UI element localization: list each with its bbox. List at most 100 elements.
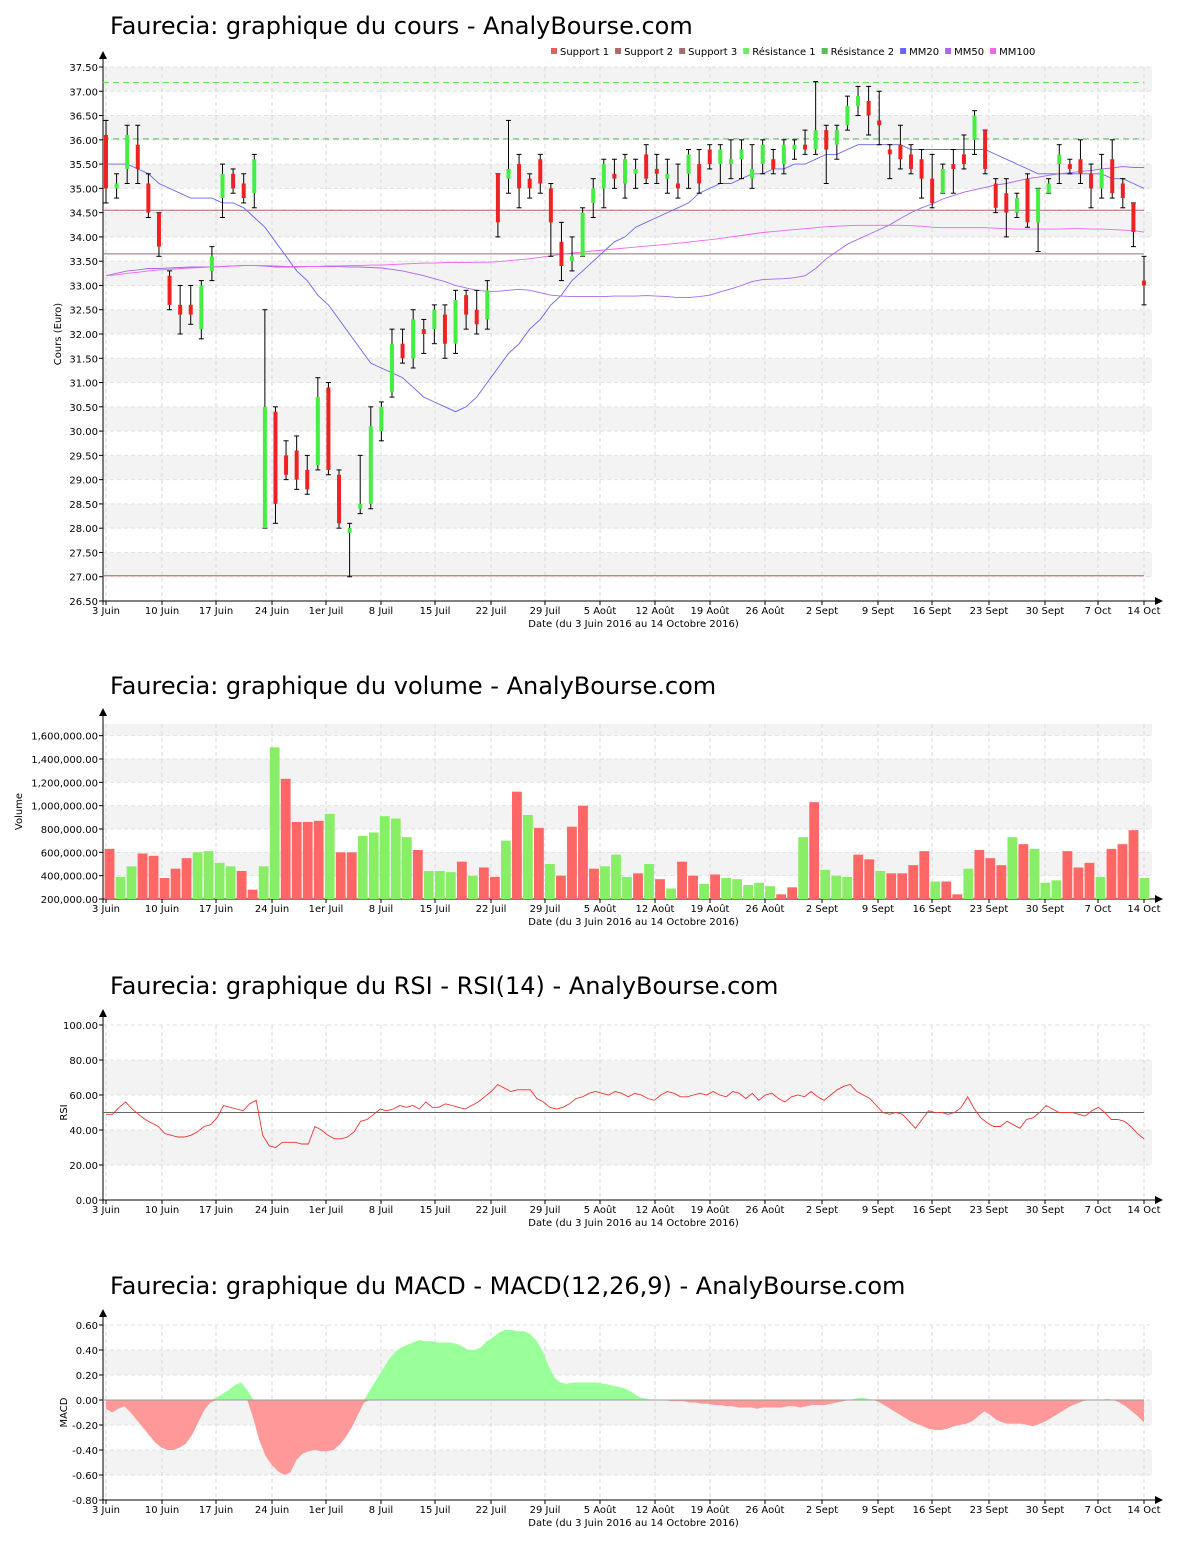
candle-body [803, 144, 808, 150]
candle [1099, 153, 1105, 199]
candle [643, 144, 649, 185]
volume-bar [170, 868, 181, 899]
candle-body [718, 149, 723, 165]
candle [135, 124, 141, 185]
candle-body [125, 134, 130, 169]
x-tick-label: 17 Juin [199, 606, 233, 617]
grid-band [103, 212, 1152, 237]
x-tick-label: 30 Sept [1026, 606, 1065, 617]
volume-bar [1095, 876, 1106, 899]
volume-bar [853, 854, 864, 899]
candle-body [104, 134, 108, 189]
y-axis-label: Volume [14, 793, 25, 830]
volume-bar [412, 850, 423, 899]
candle-body [517, 164, 522, 189]
candle [844, 95, 850, 131]
y-tick-label: 0.40 [76, 1346, 98, 1357]
candle-body [1078, 159, 1083, 174]
volume-bar [556, 875, 566, 899]
volume-bar [181, 858, 192, 899]
candle-body [146, 183, 151, 213]
candle [336, 469, 342, 529]
candle [760, 139, 766, 175]
x-tick-label: 10 Juin [145, 1505, 179, 1516]
legend-label: MM50 [954, 47, 984, 58]
candle-body [993, 183, 998, 208]
volume-bar [434, 871, 445, 899]
candle-body [654, 168, 659, 174]
x-tick-label: 10 Juin [145, 904, 179, 915]
chart-title: Faurecia: graphique du cours - AnalyBour… [110, 12, 693, 40]
x-tick-label: 9 Sept [862, 1505, 894, 1516]
grid-band [103, 1130, 1152, 1165]
x-tick-label: 15 Juil [420, 1505, 451, 1516]
x-tick-label: 16 Sept [913, 1505, 952, 1516]
x-tick-label: 10 Juin [145, 1205, 179, 1216]
x-tick-label: 23 Sept [970, 1505, 1009, 1516]
candle [654, 153, 660, 185]
candle [389, 328, 395, 398]
volume-bar [1128, 830, 1139, 899]
candle [1014, 192, 1020, 218]
candle-body [1025, 178, 1030, 223]
volume-bar [192, 852, 203, 899]
y-tick-label: 1,600,000.00 [31, 732, 98, 743]
volume-bar [908, 865, 919, 899]
volume-bar [534, 827, 544, 899]
grid-band [103, 552, 1152, 577]
candle [495, 173, 501, 238]
candle-body [1089, 173, 1094, 189]
candle-body [178, 304, 183, 315]
candle-body [1120, 183, 1125, 199]
volume-bar [1084, 862, 1095, 899]
volume-bar [930, 881, 941, 899]
candle [304, 454, 310, 495]
legend-item: Support 3 [679, 47, 737, 58]
candle [1035, 187, 1041, 252]
volume-bar [500, 840, 511, 899]
volume-bar [699, 883, 709, 899]
volume-bar [423, 871, 434, 899]
x-tick-label: 30 Sept [1026, 1505, 1065, 1516]
x-tick-label: 17 Juin [199, 1205, 233, 1216]
x-axis-arrow [1155, 895, 1163, 903]
candle [315, 377, 321, 471]
x-tick-label: 10 Juin [145, 606, 179, 617]
y-tick-label: 200,000.00 [41, 895, 98, 906]
y-tick-label: 100.00 [63, 1021, 98, 1032]
x-tick-label: 3 Juin [92, 606, 120, 617]
candle [516, 153, 522, 209]
candle [717, 144, 723, 185]
volume-bar [368, 832, 379, 899]
candle [972, 110, 978, 155]
y-tick-label: 34.50 [69, 209, 98, 220]
candle [209, 246, 215, 282]
volume-bar [600, 866, 610, 899]
series-mm20 [106, 144, 1145, 413]
candle-body [813, 130, 818, 150]
y-tick-label: 32.00 [69, 330, 98, 341]
candle [1056, 144, 1062, 185]
candle-body [866, 100, 871, 116]
candle [103, 119, 109, 204]
candle-body [421, 329, 426, 334]
chart-price: Faurecia: graphique du cours - AnalyBour… [53, 12, 1163, 630]
x-tick-label: 2 Sept [806, 1205, 838, 1216]
candle [241, 173, 247, 204]
candle-body [601, 164, 606, 189]
chart-volume: Faurecia: graphique du volume - AnalyBou… [14, 672, 1163, 928]
y-axis-label: RSI [59, 1104, 70, 1120]
legend-item: Support 1 [551, 47, 609, 58]
x-tick-label: 17 Juin [199, 904, 233, 915]
volume-bar [985, 858, 996, 899]
x-tick-label: 3 Juin [92, 904, 120, 915]
candle [675, 163, 681, 199]
x-tick-label: 1er Juil [309, 1205, 344, 1216]
candle-body [411, 319, 416, 359]
volume-bar [666, 888, 676, 899]
candle-body [400, 343, 405, 359]
x-tick-label: 5 Août [584, 903, 617, 915]
candle-body [1131, 202, 1136, 233]
volume-bar [445, 872, 456, 899]
